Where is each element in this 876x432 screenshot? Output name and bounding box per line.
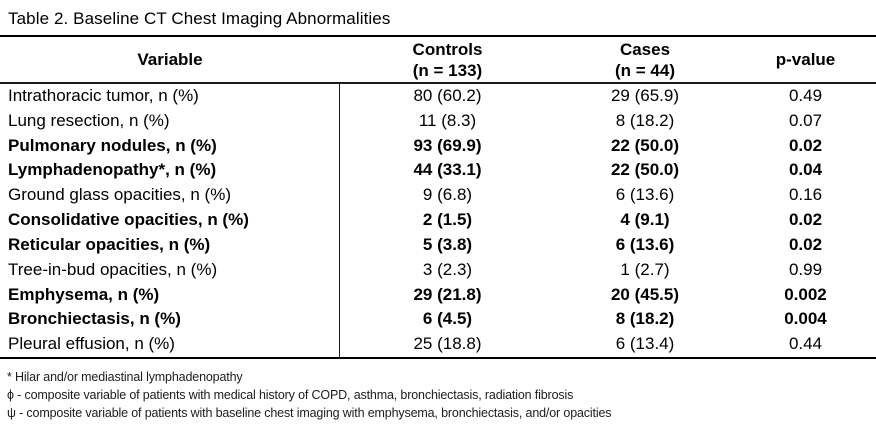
cell-controls: 5 (3.8) xyxy=(422,234,473,254)
cell-cases: 22 (50.0) xyxy=(610,160,680,180)
cell-cases: 8 (18.2) xyxy=(615,110,675,130)
cell-cases: 6 (13.4) xyxy=(615,334,675,354)
table-title: Table 2. Baseline CT Chest Imaging Abnor… xyxy=(8,9,391,28)
cell-controls: 6 (4.5) xyxy=(422,309,473,329)
cell-pvalue: 0.004 xyxy=(784,309,827,329)
cell-controls: 11 (8.3) xyxy=(418,110,477,130)
cell-cases: 6 (13.6) xyxy=(615,185,675,205)
cell-pvalue: 0.04 xyxy=(788,160,823,180)
cell-controls: 2 (1.5) xyxy=(422,210,473,230)
cell-pvalue: 0.02 xyxy=(788,135,823,155)
table-row: Lung resection, n (%) 11 (8.3) 8 (18.2) 0.0… xyxy=(0,108,876,134)
footnotes: * Hilar and/or mediastinal lymphadenopat… xyxy=(0,368,876,422)
cell-pvalue: 0.99 xyxy=(788,259,823,279)
cell-pvalue: 0.16 xyxy=(788,185,823,205)
cell-controls: 25 (18.8) xyxy=(413,334,482,354)
table-row: Pleural effusion, n (%) 25 (18.8) 6 (13.4)… xyxy=(0,332,876,357)
cell-variable: Tree-in-bud opacities, n (%) xyxy=(0,257,340,283)
cell-cases: 6 (13.6) xyxy=(615,234,675,254)
cell-variable: Reticular opacities, n (%) xyxy=(0,232,340,258)
col-header-cases: Cases (n = 44) xyxy=(555,37,735,82)
table-row: Ground glass opacities, n (%) 9 (6.8) 6 (1… xyxy=(0,183,876,209)
col-header-controls-line1: Controls xyxy=(412,39,483,59)
col-header-variable: Variable xyxy=(137,50,203,69)
cell-cases: 20 (45.5) xyxy=(610,284,680,304)
cell-cases: 8 (18.2) xyxy=(615,309,675,329)
table-body: Intrathoracic tumor, n (%) 80 (60.2) 29 (6… xyxy=(0,84,876,357)
table-header-row: Variable Controls (n = 133) Cases (n = 4… xyxy=(0,37,876,84)
cell-variable: Lymphadenopathy*, n (%) xyxy=(0,158,340,184)
cell-controls: 80 (60.2) xyxy=(413,86,482,105)
cell-variable: Consolidative opacities, n (%) xyxy=(0,208,340,233)
col-header-cases-line2: (n = 44) xyxy=(615,60,675,80)
footnote-psi: ψ - composite variable of patients with … xyxy=(7,405,612,420)
table-row: Lymphadenopathy*, n (%) 44 (33.1) 22 (50.0… xyxy=(0,158,876,184)
cell-pvalue: 0.002 xyxy=(784,284,827,304)
cell-controls: 9 (6.8) xyxy=(422,185,473,205)
table-bottom-rule xyxy=(0,356,876,359)
col-header-pvalue: p-value xyxy=(775,50,836,69)
title-rule xyxy=(0,35,876,37)
table-row: Emphysema, n (%) 29 (21.8) 20 (45.5) 0.002 xyxy=(0,282,876,308)
cell-pvalue: 0.07 xyxy=(788,110,823,130)
table-row: Intrathoracic tumor, n (%) 80 (60.2) 29 (6… xyxy=(0,84,876,109)
cell-pvalue: 0.49 xyxy=(788,86,823,105)
cell-cases: 29 (65.9) xyxy=(610,86,680,105)
cell-controls: 29 (21.8) xyxy=(413,284,482,304)
cell-pvalue: 0.02 xyxy=(788,210,823,230)
col-header-cases-line1: Cases xyxy=(619,39,671,59)
table-row: Reticular opacities, n (%) 5 (3.8) 6 (13.6… xyxy=(0,232,876,258)
cell-cases: 4 (9.1) xyxy=(620,210,670,230)
footnote-phi: ϕ - composite variable of patients with … xyxy=(7,387,574,402)
cell-cases: 22 (50.0) xyxy=(610,135,680,155)
col-header-controls-line2: (n = 133) xyxy=(412,60,483,80)
cell-variable: Pulmonary nodules, n (%) xyxy=(0,133,340,159)
table-row: Bronchiectasis, n (%) 6 (4.5) 8 (18.2) 0.00… xyxy=(0,307,876,333)
cell-controls: 3 (2.3) xyxy=(422,259,473,279)
table-row: Pulmonary nodules, n (%) 93 (69.9) 22 (50.… xyxy=(0,133,876,159)
cell-variable: Intrathoracic tumor, n (%) xyxy=(0,84,340,109)
cell-variable: Lung resection, n (%) xyxy=(0,108,340,134)
cell-variable: Emphysema, n (%) xyxy=(0,282,340,308)
footnote-asterisk: * Hilar and/or mediastinal lymphadenopat… xyxy=(7,369,243,384)
table-row: Tree-in-bud opacities, n (%) 3 (2.3) 1 (2.… xyxy=(0,257,876,283)
table-row: Consolidative opacities, n (%) 2 (1.5) 4 (… xyxy=(0,208,876,233)
col-header-controls: Controls (n = 133) xyxy=(340,37,555,82)
cell-pvalue: 0.02 xyxy=(788,234,823,254)
cell-controls: 93 (69.9) xyxy=(413,135,482,155)
cell-variable: Pleural effusion, n (%) xyxy=(0,332,340,357)
cell-variable: Bronchiectasis, n (%) xyxy=(0,307,340,333)
cell-cases: 1 (2.7) xyxy=(620,259,670,279)
cell-controls: 44 (33.1) xyxy=(413,160,482,180)
cell-pvalue: 0.44 xyxy=(788,334,823,354)
cell-variable: Ground glass opacities, n (%) xyxy=(0,183,340,209)
